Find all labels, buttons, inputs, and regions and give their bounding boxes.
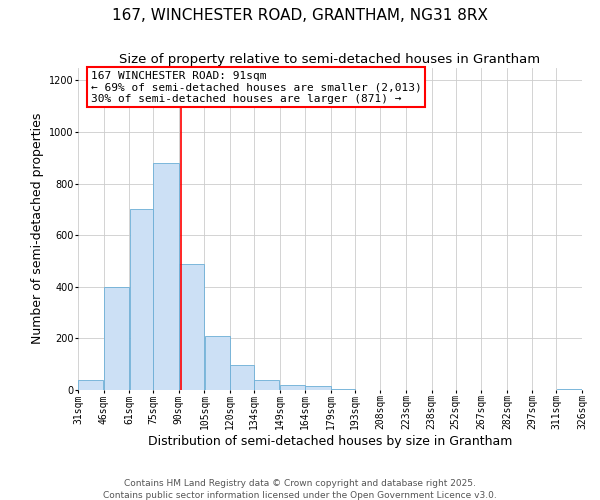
Bar [254, 380, 280, 390]
Bar [557, 388, 582, 390]
Bar [130, 210, 153, 390]
Bar [205, 336, 230, 390]
Text: 167, WINCHESTER ROAD, GRANTHAM, NG31 8RX: 167, WINCHESTER ROAD, GRANTHAM, NG31 8RX [112, 8, 488, 22]
X-axis label: Distribution of semi-detached houses by size in Grantham: Distribution of semi-detached houses by … [148, 435, 512, 448]
Bar [305, 386, 331, 390]
Text: Contains HM Land Registry data © Crown copyright and database right 2025.
Contai: Contains HM Land Registry data © Crown c… [103, 478, 497, 500]
Bar [331, 388, 355, 390]
Bar [179, 264, 204, 390]
Title: Size of property relative to semi-detached houses in Grantham: Size of property relative to semi-detach… [119, 54, 541, 66]
Bar [104, 287, 129, 390]
Y-axis label: Number of semi-detached properties: Number of semi-detached properties [31, 113, 44, 344]
Text: 167 WINCHESTER ROAD: 91sqm
← 69% of semi-detached houses are smaller (2,013)
30%: 167 WINCHESTER ROAD: 91sqm ← 69% of semi… [91, 70, 421, 104]
Bar [280, 385, 305, 390]
Bar [78, 380, 103, 390]
Bar [154, 163, 179, 390]
Bar [230, 366, 254, 390]
